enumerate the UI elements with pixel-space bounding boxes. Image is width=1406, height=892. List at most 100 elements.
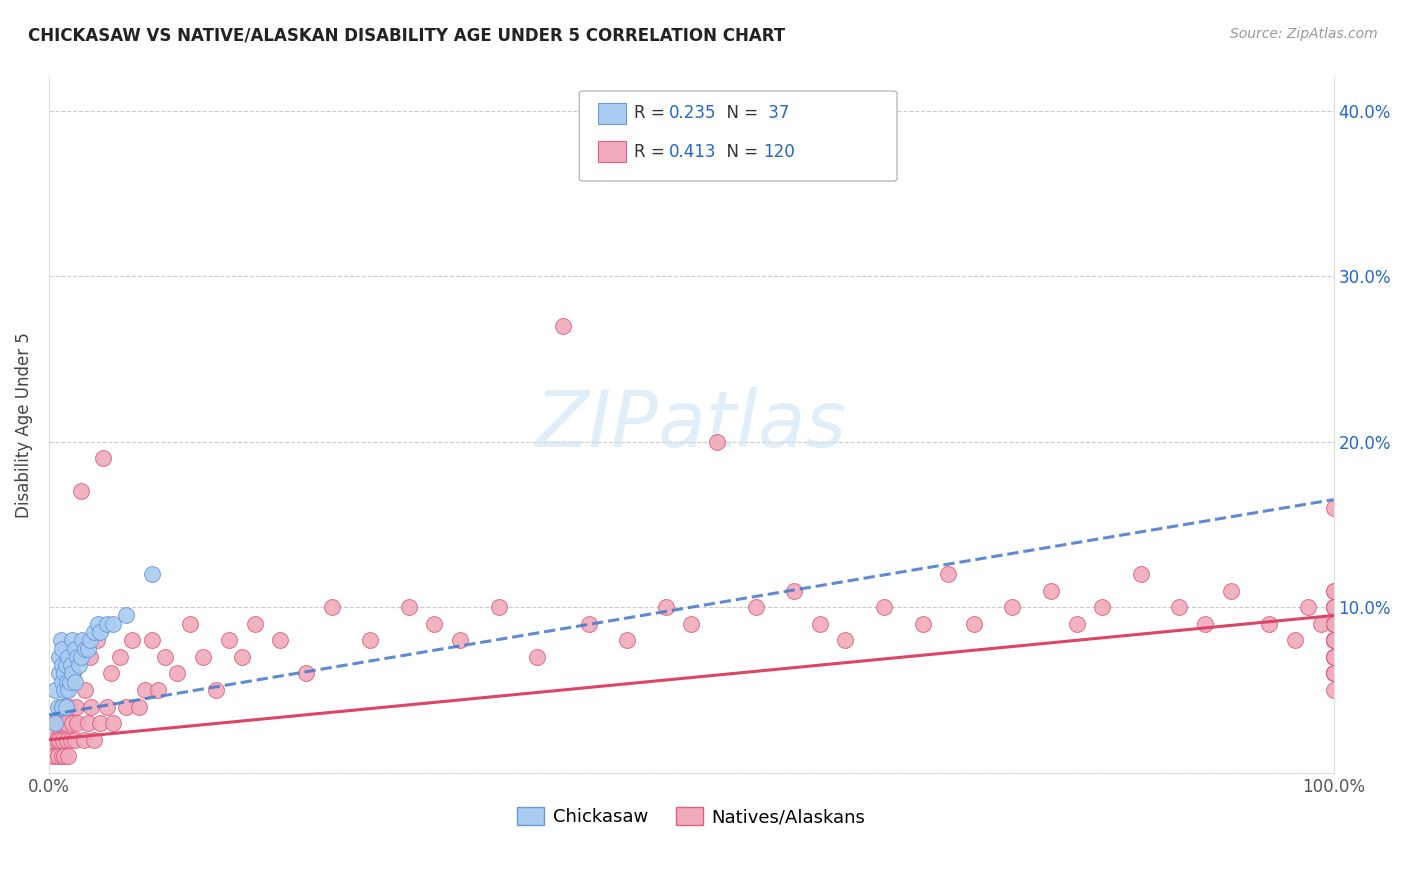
Point	[1323, 633, 1346, 648]
Point	[783, 583, 806, 598]
Point	[1323, 633, 1346, 648]
Point	[59, 658, 82, 673]
Point	[1323, 683, 1346, 698]
Point	[76, 716, 98, 731]
Point	[89, 625, 111, 640]
Point	[706, 434, 728, 449]
Point	[128, 699, 150, 714]
Point	[1323, 633, 1346, 648]
Point	[91, 451, 114, 466]
Point	[1323, 616, 1346, 631]
Point	[76, 641, 98, 656]
Point	[1323, 633, 1346, 648]
Point	[86, 633, 108, 648]
Point	[42, 716, 65, 731]
Point	[58, 683, 80, 698]
Point	[60, 633, 83, 648]
Point	[53, 683, 76, 698]
Point	[911, 616, 934, 631]
Point	[63, 674, 86, 689]
Text: R =: R =	[634, 143, 671, 161]
Point	[60, 666, 83, 681]
Point	[1323, 616, 1346, 631]
Point	[1323, 583, 1346, 598]
Point	[1323, 616, 1346, 631]
Point	[269, 633, 291, 648]
Point	[46, 716, 69, 731]
Point	[44, 749, 66, 764]
Point	[1323, 649, 1346, 664]
Point	[1323, 666, 1346, 681]
Point	[179, 616, 201, 631]
Point	[1168, 600, 1191, 615]
Point	[1091, 600, 1114, 615]
Point	[205, 683, 228, 698]
Text: 0.413: 0.413	[669, 143, 717, 161]
Point	[1323, 616, 1346, 631]
Legend: Chickasaw, Natives/Alaskans: Chickasaw, Natives/Alaskans	[510, 799, 873, 833]
Point	[449, 633, 471, 648]
Point	[56, 732, 79, 747]
Point	[51, 674, 73, 689]
Point	[51, 749, 73, 764]
Point	[526, 649, 548, 664]
Point	[103, 616, 125, 631]
Point	[96, 616, 118, 631]
Point	[45, 732, 67, 747]
Point	[83, 732, 105, 747]
Point	[44, 716, 66, 731]
Point	[51, 699, 73, 714]
Point	[79, 649, 101, 664]
Point	[48, 732, 70, 747]
Point	[1323, 600, 1346, 615]
Point	[321, 600, 343, 615]
Point	[1323, 600, 1346, 615]
Point	[55, 683, 77, 698]
Point	[166, 666, 188, 681]
Point	[654, 600, 676, 615]
Point	[295, 666, 318, 681]
Point	[1323, 600, 1346, 615]
Text: R =: R =	[634, 104, 671, 122]
Point	[1323, 600, 1346, 615]
Point	[551, 318, 574, 333]
Point	[423, 616, 446, 631]
Point	[53, 666, 76, 681]
Point	[44, 683, 66, 698]
Point	[1323, 583, 1346, 598]
Point	[1219, 583, 1241, 598]
Point	[1129, 567, 1152, 582]
Point	[1323, 500, 1346, 515]
Point	[58, 649, 80, 664]
Point	[103, 716, 125, 731]
Point	[936, 567, 959, 582]
Point	[744, 600, 766, 615]
Point	[243, 616, 266, 631]
Point	[1309, 616, 1331, 631]
Point	[70, 649, 93, 664]
Point	[873, 600, 896, 615]
Point	[48, 649, 70, 664]
Point	[1323, 600, 1346, 615]
Text: N =: N =	[716, 104, 763, 122]
Point	[87, 616, 110, 631]
Point	[49, 699, 72, 714]
Text: 120: 120	[763, 143, 796, 161]
Point	[1323, 649, 1346, 664]
Point	[1323, 616, 1346, 631]
Point	[141, 633, 163, 648]
Text: 0.235: 0.235	[669, 104, 717, 122]
Point	[66, 716, 89, 731]
Point	[359, 633, 381, 648]
Point	[1001, 600, 1024, 615]
Point	[488, 600, 510, 615]
Point	[616, 633, 638, 648]
Point	[1323, 633, 1346, 648]
Point	[63, 641, 86, 656]
Point	[1323, 649, 1346, 664]
Point	[58, 699, 80, 714]
Point	[73, 641, 96, 656]
Point	[51, 716, 73, 731]
Point	[146, 683, 169, 698]
Point	[63, 732, 86, 747]
